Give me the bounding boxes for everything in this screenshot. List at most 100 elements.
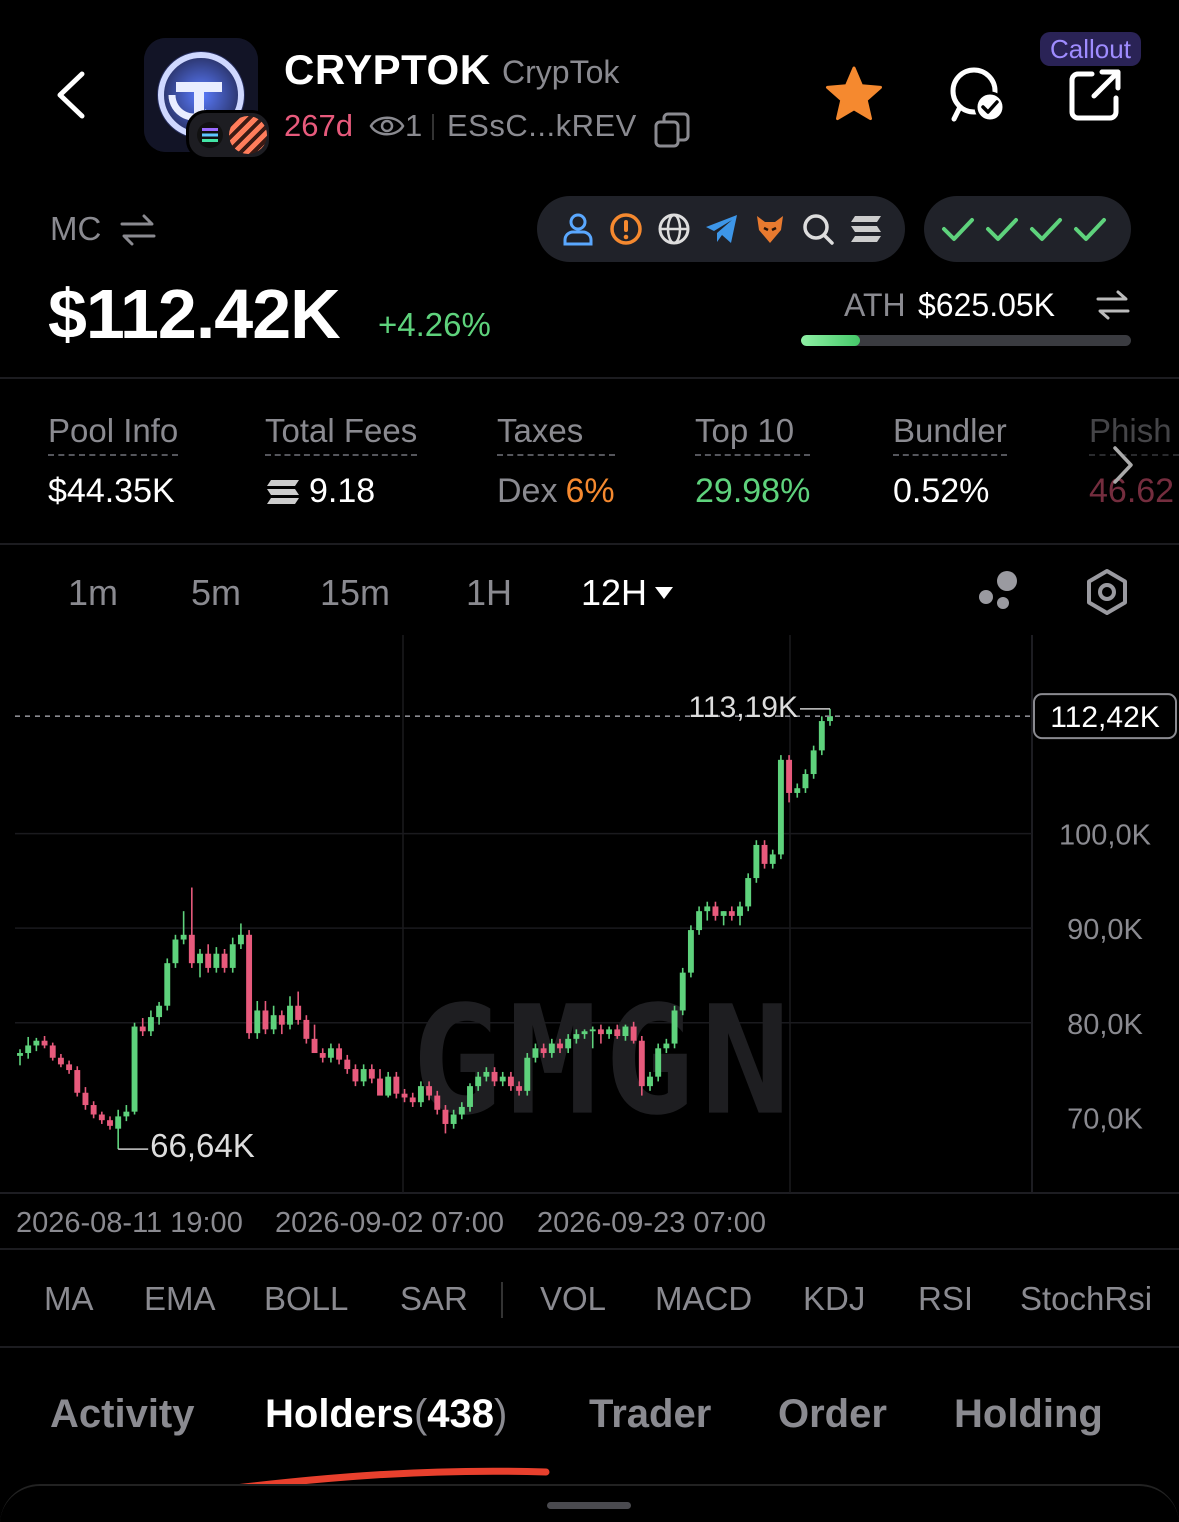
- sheet-handle[interactable]: [547, 1502, 631, 1509]
- swap-icon[interactable]: [118, 212, 158, 248]
- eye-icon: [369, 111, 405, 141]
- launchpad-icon: [229, 116, 267, 154]
- solana-scan-icon[interactable]: [845, 208, 887, 250]
- indicator-ma[interactable]: MA: [44, 1280, 94, 1317]
- candle: [532, 1043, 539, 1063]
- security-checks-bar[interactable]: [924, 196, 1131, 262]
- chevron-left-icon: [57, 71, 85, 119]
- top10-value: 29.98%: [695, 472, 811, 510]
- stat-label: Total Fees: [265, 412, 418, 456]
- indicator-boll[interactable]: BOLL: [264, 1280, 349, 1317]
- callout-badge[interactable]: Callout: [1040, 32, 1141, 66]
- divider: [0, 377, 1179, 379]
- candle: [417, 1081, 424, 1107]
- candle: [483, 1067, 490, 1082]
- tab-holders-label: Holders: [265, 1392, 414, 1436]
- search-icon[interactable]: [797, 208, 839, 250]
- candle: [311, 1024, 318, 1054]
- timeframe-1m[interactable]: 1m: [68, 572, 119, 613]
- ath-label: ATH: [844, 287, 906, 323]
- current-price-label: 112,42K: [1050, 701, 1160, 734]
- candle: [172, 934, 179, 968]
- user-icon[interactable]: [557, 208, 599, 250]
- candle: [17, 1049, 23, 1066]
- divider: [432, 114, 434, 140]
- stat-top10[interactable]: Top 10 29.98%: [695, 412, 811, 511]
- candle: [74, 1066, 81, 1097]
- indicator-sar[interactable]: SAR: [400, 1280, 468, 1317]
- paren-open: (: [413, 1392, 428, 1436]
- divider: [0, 543, 1179, 545]
- chart-watermark: GMGN: [411, 975, 796, 1149]
- chain-badge: [186, 110, 272, 160]
- back-button[interactable]: [48, 62, 98, 128]
- candle: [147, 1010, 154, 1037]
- timeframe-12h[interactable]: 12H: [581, 572, 675, 614]
- candle: [696, 906, 703, 935]
- indicator-vol[interactable]: VOL: [540, 1280, 607, 1317]
- candle: [786, 755, 793, 803]
- solana-icon: [267, 479, 299, 504]
- stat-pool-info[interactable]: Pool Info $44.35K: [48, 412, 179, 511]
- tab-activity[interactable]: Activity: [50, 1392, 195, 1436]
- candle: [156, 1001, 163, 1025]
- candle: [41, 1036, 48, 1049]
- stat-label: Top 10: [695, 412, 811, 456]
- candle: [295, 991, 302, 1025]
- settings-icon[interactable]: [1083, 568, 1131, 616]
- timeframe-1h[interactable]: 1H: [466, 572, 513, 613]
- stat-value: $44.35K: [48, 472, 178, 511]
- candle: [622, 1024, 629, 1041]
- star-icon[interactable]: [822, 63, 886, 127]
- candle: [794, 783, 801, 798]
- swap-icon[interactable]: [1094, 288, 1132, 322]
- stat-total-fees[interactable]: Total Fees 9.18: [265, 412, 418, 511]
- candle: [197, 948, 203, 978]
- indicator-ema[interactable]: EMA: [144, 1280, 216, 1317]
- stat-label: Pool Info: [48, 412, 179, 456]
- candle: [98, 1111, 105, 1124]
- candle: [745, 873, 752, 912]
- candle: [647, 1071, 653, 1091]
- indicator-stochrsi[interactable]: StochRsi: [1020, 1280, 1153, 1317]
- candle: [524, 1053, 531, 1096]
- price-chart[interactable]: GMGN 100,0K 90,0K 80,0K 70,0K 2026-08-11 19:0…: [0, 635, 1179, 1245]
- indicator-rsi[interactable]: RSI: [918, 1280, 974, 1317]
- tax-value: 6%: [565, 472, 615, 510]
- candle: [303, 1015, 310, 1044]
- token-name: CRYPTOK: [284, 46, 491, 93]
- stat-value: 9.18: [265, 472, 417, 511]
- candle: [458, 1102, 465, 1120]
- candle: [352, 1064, 359, 1087]
- tab-order[interactable]: Order: [778, 1392, 887, 1436]
- candle: [442, 1105, 449, 1134]
- stat-label: Phish: [1089, 412, 1179, 456]
- candle: [720, 911, 727, 926]
- stat-bundler[interactable]: Bundler 0.52%: [893, 412, 1007, 511]
- tab-holding[interactable]: Holding: [954, 1392, 1103, 1436]
- candle: [769, 849, 776, 869]
- candle: [761, 840, 768, 869]
- telegram-icon[interactable]: [701, 208, 743, 250]
- alert-icon[interactable]: [605, 208, 647, 250]
- chevron-right-icon[interactable]: [1103, 440, 1143, 490]
- monitor-check-icon[interactable]: [946, 63, 1012, 129]
- copy-icon[interactable]: [652, 110, 692, 150]
- stat-phish[interactable]: Phish 46.62: [1089, 412, 1179, 511]
- fox-icon[interactable]: [749, 208, 791, 250]
- candle: [115, 1109, 122, 1150]
- tab-trader[interactable]: Trader: [589, 1392, 712, 1436]
- share-icon[interactable]: [1066, 66, 1124, 124]
- indicator-kdj[interactable]: KDJ: [803, 1280, 866, 1317]
- timeframe-15m[interactable]: 15m: [320, 572, 391, 613]
- chart-type-icon[interactable]: [974, 568, 1022, 614]
- globe-icon[interactable]: [653, 208, 695, 250]
- indicator-macd[interactable]: MACD: [655, 1280, 753, 1317]
- timeframe-5m[interactable]: 5m: [191, 572, 242, 613]
- tab-holders[interactable]: Holders(438): [265, 1392, 507, 1437]
- stat-value: 0.52%: [893, 472, 1007, 511]
- candle: [377, 1069, 383, 1096]
- phish-value: 46.62: [1089, 472, 1175, 510]
- candle: [213, 947, 220, 973]
- stat-taxes[interactable]: Taxes Dex 6%: [497, 412, 615, 511]
